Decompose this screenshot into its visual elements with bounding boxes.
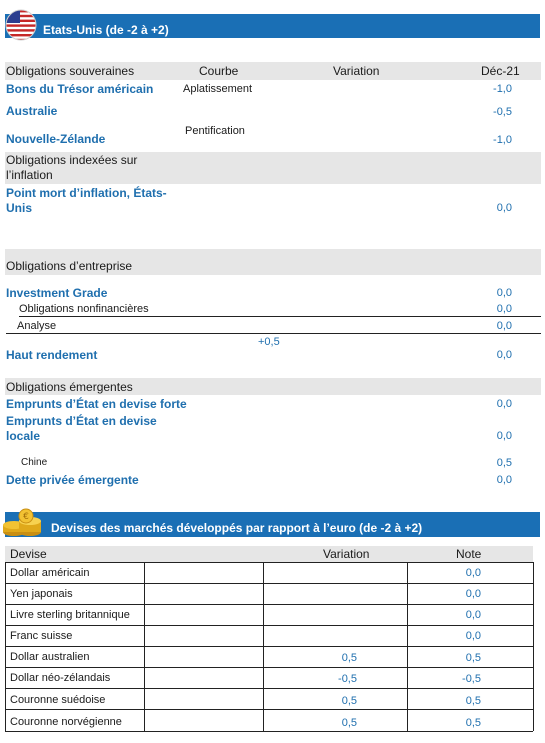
us-section-title: Etats-Unis (de -2 à +2) bbox=[43, 23, 169, 37]
col-note: Note bbox=[456, 547, 482, 561]
fx-grid-col bbox=[407, 562, 408, 731]
ig-value: 0,0 bbox=[496, 287, 512, 299]
fx-row-variation: 0,5 bbox=[341, 717, 357, 729]
fx-row-label: Couronne norvégienne bbox=[10, 716, 122, 728]
corp-header-band bbox=[5, 249, 541, 275]
em-header-band bbox=[5, 378, 541, 395]
us-flag-icon bbox=[5, 9, 37, 41]
sub1-underline bbox=[19, 316, 541, 317]
fx-row-label: Dollar américain bbox=[10, 567, 90, 579]
coins-icon: € bbox=[3, 508, 41, 536]
fx-grid-bottom bbox=[5, 731, 533, 732]
fx-grid-top bbox=[5, 562, 533, 563]
infl-row-value: 0,0 bbox=[496, 202, 512, 214]
infl-header-line2: l’inflation bbox=[6, 168, 53, 182]
sub1-value: 0,0 bbox=[496, 303, 512, 315]
fx-row-variation: 0,5 bbox=[341, 695, 357, 707]
col-devise: Devise bbox=[10, 547, 47, 561]
fx-row-note: 0,5 bbox=[465, 717, 481, 729]
fx-row-label: Couronne suédoise bbox=[10, 694, 106, 706]
fx-section-banner: Devises des marchés développés par rappo… bbox=[5, 512, 540, 537]
fx-row-note: 0,5 bbox=[465, 695, 481, 707]
row-value: -0,5 bbox=[493, 106, 512, 118]
row-value: -1,0 bbox=[493, 83, 512, 95]
fx-row-label: Franc suisse bbox=[10, 630, 73, 642]
fx-row-label: Dollar néo-zélandais bbox=[10, 672, 111, 684]
fx-row-label: Yen japonais bbox=[10, 588, 73, 600]
sub2-underline bbox=[6, 333, 541, 334]
col-variation-fx: Variation bbox=[323, 547, 370, 561]
sub2-value: 0,0 bbox=[496, 320, 512, 332]
fx-row-note: 0,5 bbox=[465, 652, 481, 664]
fx-row-note: 0,0 bbox=[465, 588, 481, 600]
em-hard-value: 0,0 bbox=[496, 398, 512, 410]
fx-section-title: Devises des marchés développés par rappo… bbox=[51, 521, 423, 535]
row-courbe: Pentification bbox=[185, 125, 245, 137]
fx-row-note: 0,0 bbox=[465, 567, 481, 579]
china-value: 0,5 bbox=[496, 457, 512, 469]
col-variation: Variation bbox=[333, 64, 380, 78]
em-header: Obligations émergentes bbox=[6, 380, 133, 394]
row-courbe: Aplatissement bbox=[183, 83, 253, 95]
col-courbe: Courbe bbox=[199, 64, 239, 78]
us-section-banner: Etats-Unis (de -2 à +2) bbox=[5, 14, 540, 38]
fx-row-note: 0,0 bbox=[465, 609, 481, 621]
infl-row-label-line1: Point mort d’inflation, États- bbox=[6, 186, 167, 200]
em-corp-label: Dette privée émergente bbox=[6, 473, 139, 487]
fx-grid-row bbox=[5, 667, 533, 668]
sov-header: Obligations souveraines bbox=[6, 64, 135, 78]
fx-grid-col bbox=[263, 562, 264, 731]
col-date: Déc-21 bbox=[481, 64, 520, 78]
fx-row-variation: 0,5 bbox=[341, 652, 357, 664]
row-value: -1,0 bbox=[493, 134, 512, 146]
fx-header-band bbox=[5, 546, 533, 562]
em-hard-label: Emprunts d’État en devise forte bbox=[6, 397, 187, 411]
sov-header-band bbox=[5, 62, 541, 80]
row-label: Australie bbox=[6, 104, 58, 118]
fx-grid-row bbox=[5, 583, 533, 584]
hy-label: Haut rendement bbox=[6, 348, 98, 362]
fx-row-note: -0,5 bbox=[462, 673, 481, 685]
em-local-line1: Emprunts d’État en devise bbox=[6, 414, 157, 428]
ig-label: Investment Grade bbox=[6, 286, 108, 300]
em-local-value: 0,0 bbox=[496, 430, 512, 442]
fx-grid-row bbox=[5, 604, 533, 605]
fx-grid-row bbox=[5, 646, 533, 647]
fx-grid-row bbox=[5, 709, 533, 710]
corp-header: Obligations d’entreprise bbox=[6, 259, 133, 273]
infl-header-band bbox=[5, 152, 541, 184]
fx-grid-row bbox=[5, 688, 533, 689]
fx-grid-col bbox=[5, 562, 6, 731]
sub2-label: Analyse bbox=[17, 320, 57, 332]
fx-grid-col bbox=[533, 562, 534, 731]
sub1-label: Obligations nonfinancières bbox=[19, 303, 149, 315]
hy-variation: +0,5 bbox=[258, 336, 280, 348]
svg-text:€: € bbox=[23, 512, 29, 522]
china-label: Chine bbox=[21, 457, 48, 468]
em-corp-value: 0,0 bbox=[496, 474, 512, 486]
fx-row-label: Livre sterling britannique bbox=[10, 609, 130, 621]
fx-row-label: Dollar australien bbox=[10, 651, 90, 663]
infl-row-label-line2: Unis bbox=[6, 201, 33, 215]
hy-value: 0,0 bbox=[496, 349, 512, 361]
fx-row-variation: -0,5 bbox=[338, 673, 357, 685]
infl-header-line1: Obligations indexées sur bbox=[6, 153, 138, 167]
row-label: Nouvelle-Zélande bbox=[6, 132, 106, 146]
fx-grid-row bbox=[5, 625, 533, 626]
fx-row-note: 0,0 bbox=[465, 630, 481, 642]
row-label: Bons du Trésor américain bbox=[6, 82, 154, 96]
em-local-line2: locale bbox=[6, 429, 41, 443]
fx-grid-col bbox=[144, 562, 145, 731]
